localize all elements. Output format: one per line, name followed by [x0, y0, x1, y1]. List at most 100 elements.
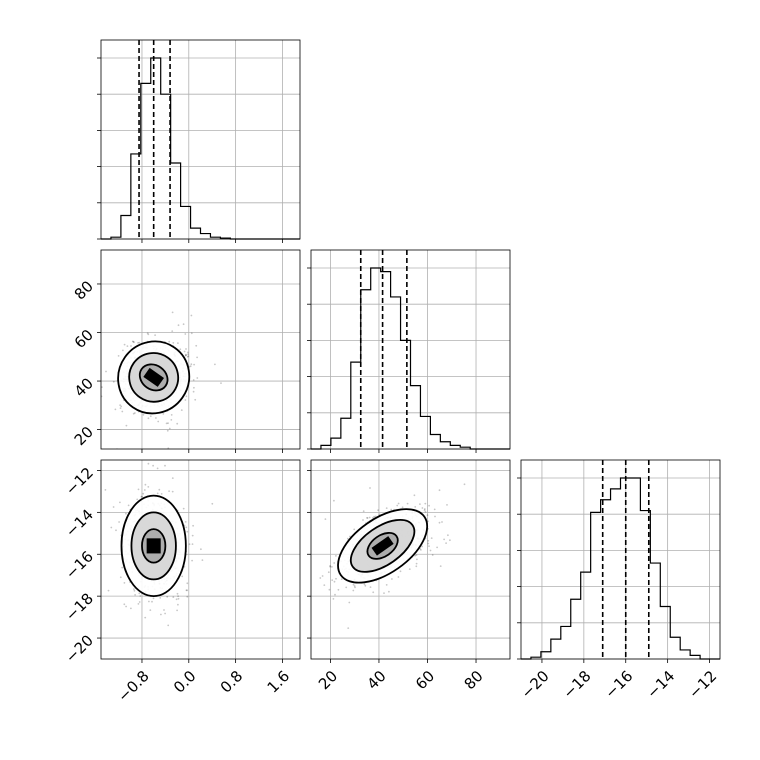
sample-point [424, 502, 427, 505]
sample-point [112, 380, 115, 383]
sample-point [327, 571, 330, 574]
sample-point [190, 363, 193, 366]
sample-point [396, 504, 399, 507]
sample-point [125, 512, 127, 515]
sample-point [352, 589, 355, 592]
sample-point [107, 589, 110, 592]
sample-point [152, 464, 155, 467]
sample-point [151, 600, 153, 603]
sample-point [349, 535, 351, 538]
sample-point [190, 314, 193, 317]
sample-point [126, 345, 129, 347]
sample-point [436, 546, 438, 549]
contour-level-3 [117, 340, 191, 415]
sample-point [347, 627, 350, 629]
sample-point [324, 518, 327, 520]
sample-point [117, 355, 120, 357]
y-tick-label: −14 [62, 506, 97, 541]
y-tick-label: −12 [62, 464, 97, 499]
sample-point [147, 417, 150, 420]
sample-point [146, 332, 149, 335]
sample-point [185, 395, 188, 398]
sample-point [332, 598, 335, 600]
sample-point [137, 603, 140, 605]
axes-frame [100, 459, 301, 660]
sample-point [181, 575, 184, 578]
sample-point [122, 349, 124, 352]
hist-panel-p1 [97, 39, 301, 243]
sample-point [115, 529, 117, 532]
sample-point [149, 415, 152, 418]
sample-point [193, 363, 196, 366]
sample-point [408, 568, 411, 570]
hist-panel-p3: −20 −18 −16 −14 −12 [517, 459, 721, 702]
sample-point [96, 385, 98, 387]
sample-point [193, 386, 195, 389]
sample-point [329, 565, 331, 567]
sample-point [121, 410, 124, 413]
sample-point [116, 448, 118, 449]
sample-point [364, 584, 367, 587]
sample-point [136, 498, 139, 501]
sample-point [133, 341, 135, 344]
sample-point [132, 340, 135, 343]
sample-point [441, 521, 443, 523]
sample-point [187, 353, 190, 356]
sample-point [159, 597, 162, 599]
sample-point [399, 570, 402, 573]
sample-point [220, 382, 222, 384]
contour-level-3 [120, 494, 187, 598]
sample-point [166, 429, 169, 432]
sample-point [391, 578, 393, 580]
sample-point [184, 521, 187, 523]
sample-point [188, 543, 191, 546]
axes-frame [100, 249, 301, 450]
sample-point [133, 588, 135, 590]
y-tick-label: −18 [62, 589, 97, 624]
sample-point [187, 351, 189, 354]
sample-point [132, 412, 135, 415]
sample-point [186, 530, 189, 533]
sample-point [139, 595, 142, 597]
sample-point [192, 390, 195, 393]
sample-point [143, 489, 146, 491]
contour-level-1 [366, 532, 399, 560]
sample-point [168, 340, 171, 343]
sample-point [420, 549, 422, 551]
sample-point [438, 521, 441, 524]
sample-point [156, 467, 159, 470]
sample-point [319, 577, 322, 579]
sample-point [373, 515, 375, 518]
sample-point [447, 534, 449, 537]
sample-point [414, 554, 416, 557]
sample-point [101, 386, 103, 388]
sample-point [119, 501, 121, 504]
sample-point [152, 597, 155, 600]
sample-point [175, 598, 178, 601]
contour-level-2 [349, 519, 416, 573]
sample-point [137, 488, 140, 491]
sample-point [114, 408, 117, 411]
sample-point [177, 597, 180, 600]
sample-point [144, 483, 147, 486]
sample-point [421, 507, 424, 509]
sample-point [366, 517, 368, 519]
sample-point [123, 343, 126, 346]
sample-point [401, 506, 404, 509]
scatter-panel-p2-p3: 20 40 60 80 [307, 459, 511, 693]
sample-point [415, 565, 418, 568]
sample-point [177, 603, 179, 606]
sample-point [142, 492, 145, 495]
sample-point [438, 489, 441, 492]
sample-point [177, 324, 180, 327]
x-tick-label: 80 [461, 667, 487, 693]
sample-point [372, 516, 374, 519]
sample-point [333, 562, 336, 564]
sample-point [185, 348, 187, 350]
sample-point [194, 398, 197, 401]
x-tick-label: −16 [601, 667, 636, 702]
sample-point [346, 537, 349, 540]
sample-point [446, 504, 448, 506]
sample-point [362, 519, 364, 521]
sample-point [200, 548, 202, 551]
